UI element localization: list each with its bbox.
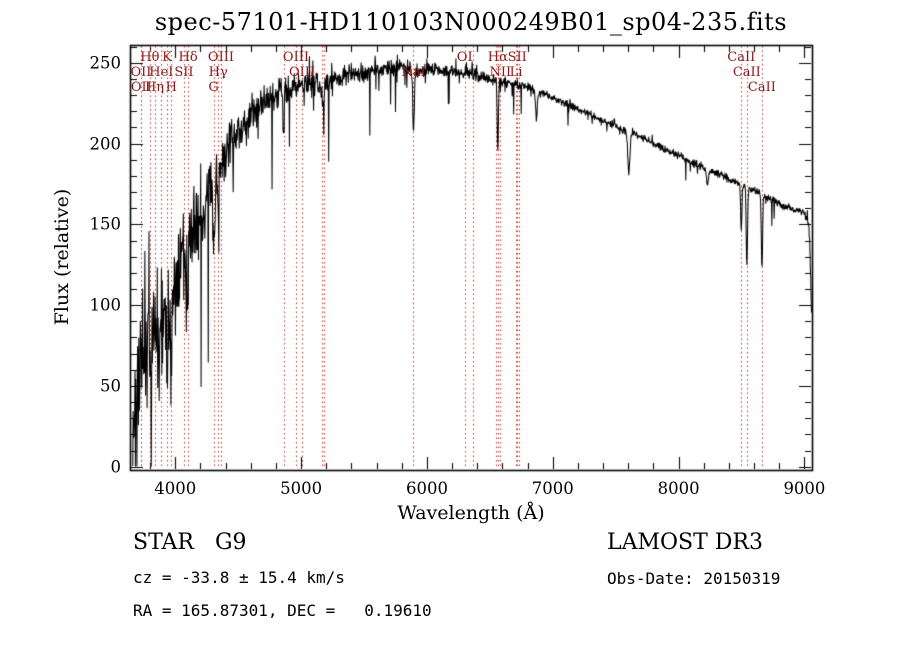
y-tick-label: 200	[89, 134, 122, 154]
spectral-line-label: OIII	[207, 50, 235, 65]
x-tick-label: 4000	[154, 479, 197, 498]
x-tick-label: 9000	[783, 479, 826, 498]
x-tick-label: 6000	[405, 479, 448, 498]
spectral-line-label: Hη	[144, 80, 165, 95]
spectral-line-label: K	[162, 50, 172, 65]
y-tick-label: 150	[89, 214, 122, 234]
survey-label: LAMOST DR3	[607, 530, 763, 555]
x-tick-label: 5000	[280, 479, 323, 498]
spectral-line-label: OII	[130, 80, 152, 95]
object-class-label: STAR G9	[133, 530, 247, 555]
spectral-line-label: SII	[507, 50, 527, 65]
spectral-line-label: Hα	[487, 50, 508, 65]
obs-date-value: Obs-Date: 20150319	[607, 569, 781, 588]
spectral-line-label: H	[165, 80, 177, 95]
x-tick-label: 7000	[531, 479, 574, 498]
spectral-line-label: NaI	[401, 65, 426, 80]
y-tick-label: 0	[110, 457, 122, 477]
spectral-line-label: Hγ	[208, 65, 228, 80]
spectral-line-label: G	[208, 80, 219, 95]
spectral-line-label: Li	[509, 65, 523, 80]
cz-value: cz = -33.8 ± 15.4 km/s	[133, 568, 345, 587]
y-tick-label: 100	[89, 295, 122, 315]
spectral-line-label: CaII	[727, 50, 756, 65]
spectral-line-label: Hθ	[140, 50, 160, 65]
spectral-line-label: OIII	[288, 65, 316, 80]
spectral-line-label: OI	[456, 50, 473, 65]
spectral-line-label: HeI	[149, 65, 174, 80]
spectral-line-label: OIII	[282, 50, 310, 65]
y-tick-label: 250	[89, 53, 122, 73]
plot-title: spec-57101-HD110103N000249B01_sp04-235.f…	[154, 8, 788, 36]
spectral-line-label: SII	[174, 65, 194, 80]
spectral-line-label: CaII	[732, 65, 761, 80]
spectral-line-label: NII	[489, 65, 512, 80]
x-axis-label: Wavelength (Å)	[397, 502, 545, 524]
y-tick-label: 50	[100, 376, 121, 396]
spectral-line-label: Hδ	[178, 50, 198, 65]
ra-dec-value: RA = 165.87301, DEC = 0.19610	[133, 601, 432, 620]
y-axis-label: Flux (relative)	[51, 188, 73, 326]
x-tick-label: 8000	[657, 479, 700, 498]
spectral-line-label: OII	[130, 65, 152, 80]
spectral-line-label: CaII	[747, 80, 776, 95]
